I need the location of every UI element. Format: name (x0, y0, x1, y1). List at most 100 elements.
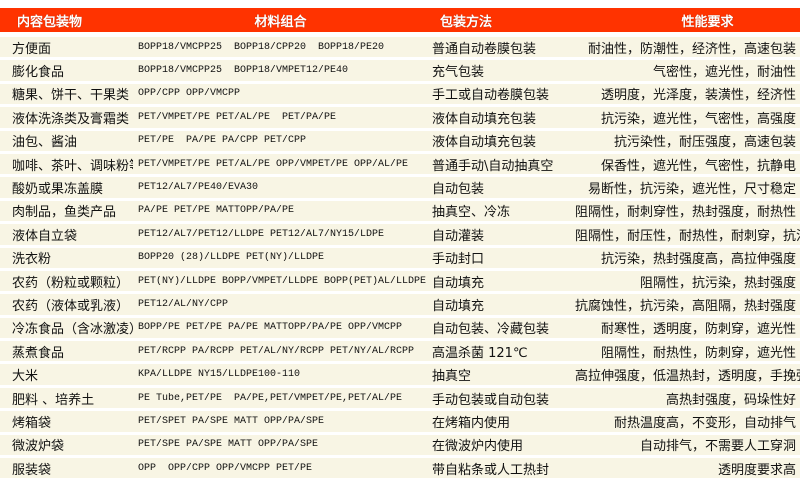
cell-content: 肥料 、培养土 (12, 392, 95, 408)
cell-content: 咖啡、茶叶、调味粉等 (12, 158, 133, 174)
table-row: 大米 KPA/LLDPE NY15/LLDPE100-110 抽真空 高拉伸强度，低温… (0, 364, 800, 385)
cell-method: 抽真空、冷冻 (432, 205, 511, 221)
table-row: 烤箱袋 PET/SPET PA/SPE MATT OPP/PA/SPE 在烤箱内使用… (0, 411, 800, 432)
cell-materials: PET/SPET PA/SPE MATT OPP/PA/SPE (138, 415, 325, 427)
cell-requirements: 抗污染性，耐压强度，高速包装 (613, 135, 796, 151)
cell-requirements: 高拉伸强度，低温热封，透明度，手挽强度高 (575, 369, 800, 385)
cell-requirements: 耐热温度高，不变形，自动排气 (613, 415, 796, 431)
table-row: 肉制品，鱼类产品 PA/PE PET/PE MATTOPP/PA/PE 抽真空、冷冻… (0, 200, 800, 222)
cell-materials: BOPP/PE PET/PE PA/PE MATTOPP/PA/PE OPP/V… (138, 322, 403, 334)
cell-requirements: 高热封强度，码垛性好 (665, 392, 796, 408)
cell-content: 液体洗涤类及膏霜类 (12, 111, 130, 127)
cell-requirements: 耐寒性，透明度，防刺穿，遮光性 (600, 322, 796, 338)
cell-method: 手动封口 (432, 252, 485, 268)
cell-content: 方便面 (12, 41, 52, 57)
header-requirements: 性能要求 (681, 14, 734, 30)
cell-content: 洗衣粉 (12, 252, 52, 268)
table-header: 内容包装物 材料组合 包装方法 性能要求 (0, 8, 800, 32)
cell-method: 普通手动\自动抽真空 (432, 158, 554, 174)
cell-content: 油包、酱油 (12, 135, 78, 151)
cell-requirements: 易断性，抗污染，遮光性，尺寸稳定 (587, 182, 796, 198)
table-row: 膨化食品 BOPP18/VMCPP25 BOPP18/VMPET12/PE40 充气… (0, 60, 800, 81)
table-row: 微波炉袋 PET/SPE PA/SPE MATT OPP/PA/SPE 在微波炉内使… (0, 434, 800, 456)
cell-method: 自动包装 (432, 182, 485, 198)
cell-materials: BOPP18/VMCPP25 BOPP18/CPP20 BOPP18/PE20 (138, 41, 385, 53)
cell-method: 抽真空 (432, 369, 472, 385)
cell-content: 烤箱袋 (12, 415, 52, 431)
cell-method: 自动填充 (432, 275, 485, 291)
cell-content: 糖果、饼干、干果类 (12, 88, 130, 104)
cell-materials: PET/VMPET/PE PET/AL/PE PET/PA/PE (138, 111, 337, 123)
cell-method: 手工或自动卷膜包装 (432, 88, 550, 104)
table-row: 农药（液体或乳液） PET12/AL/NY/CPP 自动填充 抗腐蚀性，抗污染，高阻隔… (0, 294, 800, 315)
cell-materials: PET12/AL7/PET12/LLDPE PET12/AL7/NY15/LDP… (138, 228, 385, 240)
header-materials: 材料组合 (254, 14, 307, 30)
cell-method: 在微波炉内使用 (432, 439, 524, 455)
cell-method: 充气包装 (432, 65, 485, 81)
cell-method: 自动包装、冷藏包装 (432, 322, 550, 338)
table-row: 方便面 BOPP18/VMCPP25 BOPP18/CPP20 BOPP18/PE… (0, 37, 800, 58)
cell-requirements: 透明度，光泽度，装潢性，经济性 (600, 88, 796, 104)
table-row: 咖啡、茶叶、调味粉等 PET/VMPET/PE PET/AL/PE OPP/VMP… (0, 153, 800, 175)
cell-content: 膨化食品 (12, 65, 65, 81)
cell-method: 高温杀菌 121℃ (432, 345, 528, 361)
cell-requirements: 阻隔性，耐刺穿性，热封强度，耐热性 (575, 205, 797, 221)
cell-materials: PET12/AL/NY/CPP (138, 298, 229, 310)
table-row: 服装袋 OPP OPP/CPP OPP/VMCPP PET/PE 带自粘条或人工热封… (0, 458, 800, 479)
header-method: 包装方法 (440, 14, 493, 30)
cell-requirements: 抗腐蚀性，抗污染，高阻隔，热封强度 (575, 298, 797, 314)
cell-requirements: 抗污染，遮光性，气密性，高强度 (600, 111, 796, 127)
cell-content: 农药（粉粒或颗粒） (12, 275, 130, 291)
cell-content: 液体自立袋 (12, 228, 78, 244)
cell-content: 大米 (12, 369, 39, 385)
cell-materials: PET/RCPP PA/RCPP PET/AL/NY/RCPP PET/NY/A… (138, 345, 415, 357)
table-row: 液体自立袋 PET12/AL7/PET12/LLDPE PET12/AL7/NY1… (0, 224, 800, 245)
cell-requirements: 保香性，遮光性，气密性，抗静电 (600, 158, 796, 174)
table-row: 油包、酱油 PET/PE PA/PE PA/CPP PET/CPP 液体自动填充包装… (0, 130, 800, 151)
table-row: 冷冻食品（含冰激凌） BOPP/PE PET/PE PA/PE MATTOPP/P… (0, 317, 800, 339)
cell-requirements: 阻隔性，耐压性，耐热性，耐刺穿，抗污染 (575, 228, 800, 244)
cell-requirements: 阻隔性，抗污染，热封强度 (639, 275, 796, 291)
cell-method: 自动填充 (432, 298, 485, 314)
table-row: 液体洗涤类及膏霜类 PET/VMPET/PE PET/AL/PE PET/PA/P… (0, 107, 800, 128)
table-row: 肥料 、培养土 PE Tube,PET/PE PA/PE,PET/VMPET/PE… (0, 387, 800, 409)
cell-method: 液体自动填充包装 (432, 111, 537, 127)
cell-content: 服装袋 (12, 462, 52, 478)
cell-method: 液体自动填充包装 (432, 135, 537, 151)
cell-requirements: 阻隔性，耐热性，防刺穿，遮光性 (600, 345, 796, 361)
cell-materials: KPA/LLDPE NY15/LLDPE100-110 (138, 369, 301, 381)
header-content: 内容包装物 (17, 14, 83, 30)
cell-requirements: 气密性，遮光性，耐油性 (652, 65, 796, 81)
cell-materials: PET12/AL7/PE40/EVA30 (138, 182, 259, 194)
cell-materials: PET/PE PA/PE PA/CPP PET/CPP (138, 135, 307, 147)
cell-requirements: 耐油性，防潮性，经济性，高速包装 (587, 41, 796, 57)
cell-content: 冷冻食品（含冰激凌） (12, 322, 133, 338)
cell-content: 肉制品，鱼类产品 (12, 205, 117, 221)
cell-requirements: 自动排气，不需要人工穿洞 (639, 439, 796, 455)
cell-method: 手动包装或自动包装 (432, 392, 550, 408)
cell-method: 自动灌装 (432, 228, 485, 244)
cell-content: 农药（液体或乳液） (12, 298, 130, 314)
cell-requirements: 抗污染，热封强度高，高拉伸强度 (600, 252, 796, 268)
cell-method: 带自粘条或人工热封 (432, 462, 550, 478)
table-row: 蒸煮食品 PET/RCPP PA/RCPP PET/AL/NY/RCPP PET/… (0, 341, 800, 362)
cell-content: 酸奶或果冻盖膜 (12, 182, 104, 198)
cell-materials: OPP OPP/CPP OPP/VMCPP PET/PE (138, 462, 313, 474)
cell-materials: PET(NY)/LLDPE BOPP/VMPET/LLDPE BOPP(PET)… (138, 275, 427, 287)
cell-materials: PET/SPE PA/SPE MATT OPP/PA/SPE (138, 439, 319, 451)
cell-materials: PE Tube,PET/PE PA/PE,PET/VMPET/PE,PET/AL… (138, 392, 403, 404)
cell-content: 蒸煮食品 (12, 345, 65, 361)
table-row: 农药（粉粒或颗粒） PET(NY)/LLDPE BOPP/VMPET/LLDPE … (0, 270, 800, 292)
table-body: 方便面 BOPP18/VMCPP25 BOPP18/CPP20 BOPP18/PE… (0, 37, 800, 479)
cell-method: 普通自动卷膜包装 (432, 41, 537, 57)
table-row: 糖果、饼干、干果类 OPP/CPP OPP/VMCPP 手工或自动卷膜包装 透明度，光… (0, 83, 800, 105)
packaging-table: 内容包装物 材料组合 包装方法 性能要求 方便面 BOPP18/VMCPP25 B… (0, 8, 800, 481)
cell-requirements: 透明度要求高 (717, 462, 796, 478)
cell-method: 在烤箱内使用 (432, 415, 511, 431)
cell-materials: PET/VMPET/PE PET/AL/PE OPP/VMPET/PE OPP/… (138, 158, 409, 170)
cell-materials: OPP/CPP OPP/VMCPP (138, 88, 241, 100)
cell-materials: BOPP20 (28)/LLDPE PET(NY)/LLDPE (138, 252, 325, 264)
cell-content: 微波炉袋 (12, 439, 65, 455)
table-row: 酸奶或果冻盖膜 PET12/AL7/PE40/EVA30 自动包装 易断性，抗污染，遮… (0, 177, 800, 198)
table-row: 洗衣粉 BOPP20 (28)/LLDPE PET(NY)/LLDPE 手动封口 抗污… (0, 247, 800, 268)
